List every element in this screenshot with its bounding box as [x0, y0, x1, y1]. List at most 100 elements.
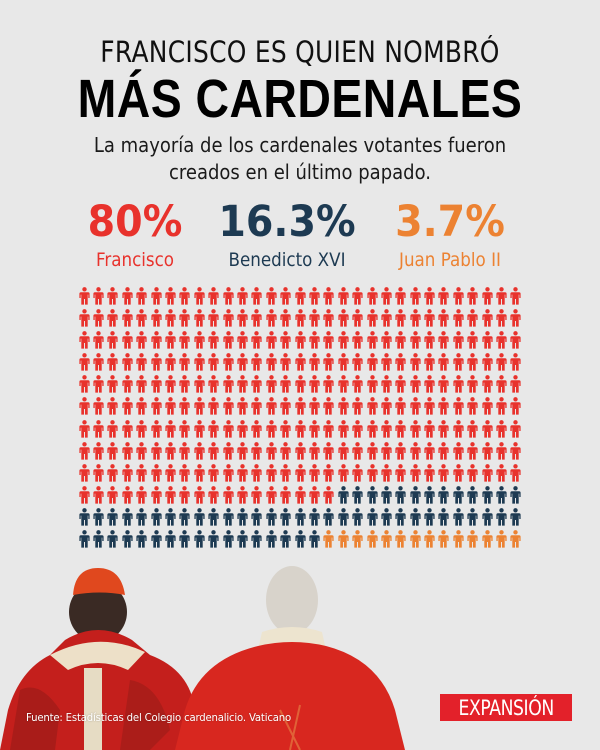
person-icon	[293, 287, 307, 309]
person-icon	[394, 508, 408, 530]
person-icon	[77, 485, 91, 508]
person-icon	[466, 287, 480, 309]
person-icon	[250, 508, 264, 530]
person-icon	[307, 309, 321, 331]
person-icon	[192, 508, 206, 530]
person-icon	[293, 331, 307, 353]
person-icon	[192, 463, 206, 486]
stat-value: 16.3%	[218, 197, 356, 247]
subtitle: La mayoría de los cardenales votantes fu…	[30, 132, 570, 186]
person-icon	[494, 287, 508, 309]
person-icon	[466, 353, 480, 375]
person-icon	[120, 419, 134, 442]
person-icon	[178, 463, 192, 486]
person-icon	[250, 375, 264, 397]
person-icon	[422, 331, 436, 353]
stats-legend: 80% Francisco 16.3% Benedicto XVI 3.7% J…	[0, 198, 600, 278]
person-icon	[466, 530, 480, 552]
person-icon	[91, 353, 105, 375]
person-icon	[336, 463, 350, 486]
person-icon	[135, 508, 149, 530]
person-icon	[509, 309, 523, 331]
person-icon	[207, 331, 221, 353]
person-icon	[509, 287, 523, 309]
person-icon	[178, 331, 192, 353]
stat-label: Juan Pablo II	[399, 249, 501, 271]
person-icon	[77, 287, 91, 309]
person-icon	[365, 331, 379, 353]
person-icon	[307, 331, 321, 353]
person-icon	[178, 309, 192, 331]
person-icon	[509, 485, 523, 508]
person-icon	[480, 485, 494, 508]
stat-label: Francisco	[95, 249, 175, 271]
person-icon	[437, 331, 451, 353]
person-icon	[322, 353, 336, 375]
person-icon	[408, 441, 422, 464]
person-icon	[322, 419, 336, 442]
person-icon	[422, 397, 436, 419]
person-icon	[120, 375, 134, 397]
person-icon	[466, 485, 480, 508]
person-icon	[163, 287, 177, 309]
person-icon	[250, 441, 264, 464]
person-icon	[207, 375, 221, 397]
person-icon	[163, 331, 177, 353]
person-icon	[293, 441, 307, 464]
person-icon	[250, 331, 264, 353]
stat-francisco: 80% Francisco	[80, 198, 190, 272]
person-icon	[509, 530, 523, 552]
person-icon	[350, 485, 364, 508]
stat-value: 80%	[87, 197, 183, 247]
person-icon	[509, 463, 523, 486]
person-icon	[466, 309, 480, 331]
person-icon	[120, 485, 134, 508]
person-icon	[106, 508, 120, 530]
person-icon	[221, 331, 235, 353]
person-icon	[336, 287, 350, 309]
person-icon	[408, 331, 422, 353]
person-icon	[293, 397, 307, 419]
person-icon	[163, 485, 177, 508]
person-icon	[422, 508, 436, 530]
source-note: Fuente: Estadísticas del Colegio cardena…	[26, 711, 291, 724]
person-icon	[365, 419, 379, 442]
person-icon	[408, 419, 422, 442]
person-icon	[106, 287, 120, 309]
person-icon	[178, 419, 192, 442]
person-icon	[494, 331, 508, 353]
person-icon	[106, 331, 120, 353]
person-icon	[178, 485, 192, 508]
person-icon	[235, 375, 249, 397]
person-icon	[494, 530, 508, 552]
stat-value: 3.7%	[395, 197, 505, 247]
person-icon	[494, 508, 508, 530]
person-icon	[322, 287, 336, 309]
person-icon	[422, 419, 436, 442]
person-icon	[278, 309, 292, 331]
person-icon	[379, 397, 393, 419]
stat-juan-pablo: 3.7% Juan Pablo II	[380, 198, 520, 272]
person-icon	[207, 530, 221, 552]
person-icon	[135, 441, 149, 464]
person-icon	[163, 353, 177, 375]
person-icon	[293, 485, 307, 508]
person-icon	[394, 353, 408, 375]
person-icon	[336, 309, 350, 331]
person-icon	[365, 508, 379, 530]
person-icon	[149, 530, 163, 552]
person-icon	[77, 463, 91, 486]
person-icon	[350, 508, 364, 530]
person-icon	[192, 419, 206, 442]
person-icon	[178, 353, 192, 375]
person-icon	[91, 375, 105, 397]
person-icon	[235, 397, 249, 419]
person-icon	[394, 485, 408, 508]
person-icon	[207, 309, 221, 331]
person-icon	[480, 441, 494, 464]
person-icon	[480, 530, 494, 552]
person-icon	[106, 530, 120, 552]
person-icon	[509, 441, 523, 464]
person-icon	[394, 331, 408, 353]
person-icon	[322, 309, 336, 331]
